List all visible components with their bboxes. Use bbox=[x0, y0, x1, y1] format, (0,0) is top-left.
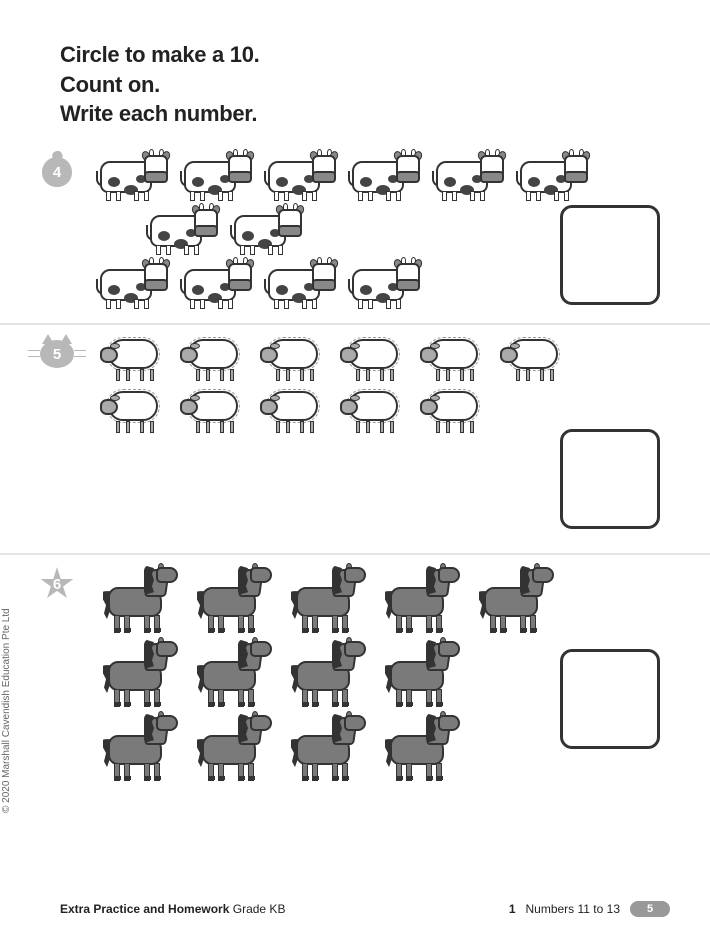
problem-4: 4 bbox=[60, 147, 660, 319]
instruction-line: Write each number. bbox=[60, 99, 660, 129]
copyright-text: © 2020 Marshall Cavendish Education Pte … bbox=[1, 608, 12, 813]
book-title: Extra Practice and Homework bbox=[60, 902, 229, 916]
sheep-icon bbox=[260, 387, 324, 433]
grade-label: Grade KB bbox=[233, 902, 286, 916]
cow-icon bbox=[520, 153, 588, 201]
horse-icon bbox=[100, 713, 178, 781]
badge-number: 4 bbox=[53, 164, 61, 181]
cow-icon bbox=[352, 261, 420, 309]
animal-row bbox=[100, 387, 660, 433]
horse-icon bbox=[100, 565, 178, 633]
sheep-icon bbox=[420, 335, 484, 381]
horse-icon bbox=[194, 565, 272, 633]
divider bbox=[0, 553, 710, 555]
answer-box[interactable] bbox=[560, 429, 660, 529]
animal-row bbox=[100, 153, 660, 201]
footer-left: Extra Practice and Homework Grade KB bbox=[60, 902, 285, 916]
answer-box[interactable] bbox=[560, 205, 660, 305]
horse-icon bbox=[476, 565, 554, 633]
sheep-icon bbox=[420, 387, 484, 433]
sheep-icon bbox=[180, 335, 244, 381]
horse-icon bbox=[288, 639, 366, 707]
answer-box[interactable] bbox=[560, 649, 660, 749]
horse-icon bbox=[194, 713, 272, 781]
cow-icon bbox=[436, 153, 504, 201]
horse-icon bbox=[382, 565, 460, 633]
sheep-icon bbox=[500, 335, 564, 381]
problem-6: 6 bbox=[60, 559, 660, 791]
horse-icon bbox=[382, 639, 460, 707]
cow-icon bbox=[184, 153, 252, 201]
horse-icon bbox=[288, 565, 366, 633]
cow-icon bbox=[184, 261, 252, 309]
horse-icon bbox=[288, 713, 366, 781]
animal-row bbox=[100, 335, 660, 381]
cow-icon bbox=[234, 207, 302, 255]
sheep-icon bbox=[100, 335, 164, 381]
footer-right: 1 Numbers 11 to 13 5 bbox=[509, 901, 670, 917]
page-number-badge: 5 bbox=[630, 901, 670, 917]
cow-icon bbox=[268, 261, 336, 309]
badge-number: 6 bbox=[53, 576, 61, 593]
problem-badge: 4 bbox=[40, 155, 74, 189]
cow-icon bbox=[268, 153, 336, 201]
chapter-number: 1 bbox=[509, 902, 516, 916]
horse-icon bbox=[194, 639, 272, 707]
problem-badge: 5 bbox=[40, 337, 74, 371]
sheep-group[interactable] bbox=[100, 335, 660, 433]
sheep-icon bbox=[180, 387, 244, 433]
horse-icon bbox=[100, 639, 178, 707]
instruction-line: Count on. bbox=[60, 70, 660, 100]
divider bbox=[0, 323, 710, 325]
cow-icon bbox=[150, 207, 218, 255]
badge-number: 5 bbox=[53, 346, 61, 363]
chapter-title: Numbers 11 to 13 bbox=[526, 902, 621, 916]
horse-icon bbox=[382, 713, 460, 781]
problem-5: 5 bbox=[60, 329, 660, 549]
animal-row bbox=[100, 565, 660, 633]
sheep-icon bbox=[340, 335, 404, 381]
page-footer: Extra Practice and Homework Grade KB 1 N… bbox=[60, 901, 670, 917]
cow-icon bbox=[100, 261, 168, 309]
instruction-line: Circle to make a 10. bbox=[60, 40, 660, 70]
sheep-icon bbox=[340, 387, 404, 433]
cow-icon bbox=[100, 153, 168, 201]
problem-badge: 6 bbox=[40, 567, 74, 601]
instructions: Circle to make a 10. Count on. Write eac… bbox=[60, 40, 660, 129]
sheep-icon bbox=[260, 335, 324, 381]
sheep-icon bbox=[100, 387, 164, 433]
cow-icon bbox=[352, 153, 420, 201]
